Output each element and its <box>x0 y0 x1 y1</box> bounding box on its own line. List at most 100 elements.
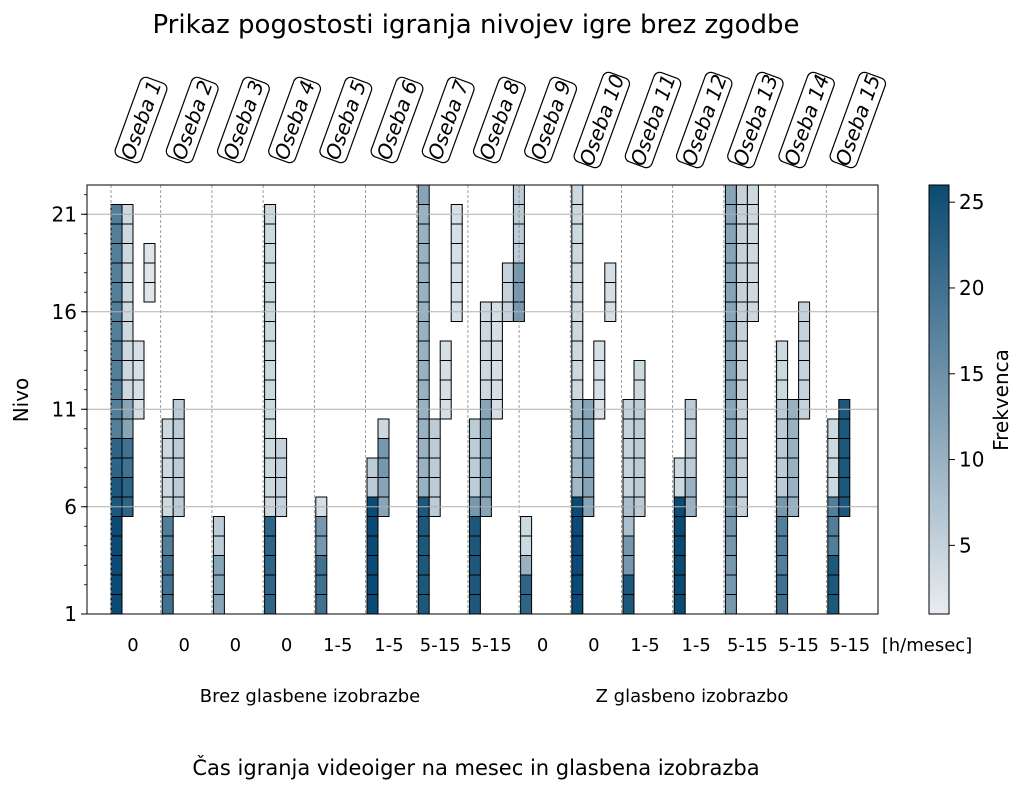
person-label-box <box>727 71 784 169</box>
person-label: Oseba 5 <box>319 76 373 164</box>
heatmap-cell <box>622 594 635 615</box>
heatmap-cell <box>724 516 737 537</box>
hours-label: 0 <box>127 635 138 656</box>
person-name: Oseba 3 <box>218 77 269 163</box>
heatmap-cell <box>161 594 174 615</box>
hours-label: 0 <box>281 635 292 656</box>
person-label: Oseba 15 <box>829 71 887 169</box>
heatmap-cell <box>264 594 277 615</box>
heatmap-cell <box>172 457 185 478</box>
group-label: Z glasbeno izobrazbo <box>596 686 789 707</box>
heatmap-cell <box>838 418 851 439</box>
heatmap-cell <box>776 379 789 400</box>
heatmap-cell <box>275 477 288 498</box>
person-label: Oseba 2 <box>165 76 219 164</box>
heatmap-cell <box>673 574 686 595</box>
heatmap-cell <box>735 184 748 205</box>
plot-frame <box>86 184 879 615</box>
heatmap-cell <box>735 438 748 459</box>
heatmap-cell <box>571 477 584 498</box>
heatmap-cell <box>633 477 646 498</box>
heatmap-cell <box>366 477 379 498</box>
person-label: Oseba 10 <box>573 71 631 169</box>
y-tick-label: 16 <box>52 300 77 324</box>
heatmap-cell <box>776 574 789 595</box>
heatmap-cell <box>724 594 737 615</box>
heatmap-cell <box>121 457 134 478</box>
heatmap-cell <box>490 379 503 400</box>
heatmap-cell <box>264 555 277 576</box>
heatmap-cell <box>479 321 492 342</box>
heatmap-cell <box>417 477 430 498</box>
heatmap-cell <box>417 360 430 381</box>
heatmap-cell <box>212 594 225 615</box>
heatmap-cell <box>110 477 123 498</box>
heatmap-cell <box>468 457 481 478</box>
heatmap-cell <box>827 535 840 556</box>
colorbar-tick-label: 20 <box>959 276 984 300</box>
person-label-box <box>624 71 682 169</box>
heatmap-cell <box>161 516 174 537</box>
heatmap-cell <box>746 184 759 205</box>
heatmap-cell <box>622 516 635 537</box>
heatmap-cell <box>110 555 123 576</box>
heatmap-cell <box>787 438 800 459</box>
heatmap-cell <box>673 477 686 498</box>
heatmap-cell <box>417 243 430 264</box>
person-label: Oseba 8 <box>472 76 526 164</box>
heatmap-cell <box>520 516 533 537</box>
heatmap-cell <box>827 418 840 439</box>
heatmap-cell <box>417 438 430 459</box>
heatmap-cell <box>571 516 584 537</box>
person-name: Oseba 4 <box>269 77 320 163</box>
heatmap-cell <box>275 438 288 459</box>
heatmap-cell <box>684 438 697 459</box>
colorbar: 5 10 15 20 25 <box>928 184 984 615</box>
heatmap-cell <box>724 438 737 459</box>
heatmap-cell <box>468 574 481 595</box>
grid-layer <box>87 185 878 614</box>
heatmap-cell <box>735 457 748 478</box>
heatmap-cell <box>622 574 635 595</box>
heatmap-cell <box>161 574 174 595</box>
heatmap-cell <box>172 418 185 439</box>
heatmap-cell <box>132 360 145 381</box>
colorbar-gradient <box>928 184 950 615</box>
heatmap-cell <box>622 438 635 459</box>
heatmap-cell <box>212 574 225 595</box>
heatmap-cell <box>724 535 737 556</box>
heatmap-cell <box>798 321 811 342</box>
heatmap-cell <box>417 262 430 283</box>
x-axis-label: Čas igranja videoiger na mesec in glasbe… <box>192 755 759 780</box>
heatmap-cell <box>428 457 441 478</box>
heatmap-cell <box>724 574 737 595</box>
person-name: Oseba 13 <box>728 71 783 169</box>
heatmap-cell <box>110 321 123 342</box>
heatmap-cell <box>633 418 646 439</box>
heatmap-cell <box>798 360 811 381</box>
heatmap-cell <box>827 555 840 576</box>
heatmap-cell <box>724 340 737 361</box>
heatmap-cell <box>121 340 134 361</box>
person-label-box <box>778 71 835 169</box>
colorbar-label: Frekvenca <box>989 349 1013 451</box>
heatmap-cell <box>366 457 379 478</box>
heatmap-cell <box>121 262 134 283</box>
heatmap-cell <box>121 438 134 459</box>
heatmap-cell <box>735 477 748 498</box>
heatmap-cell <box>622 555 635 576</box>
heatmap-cell <box>110 574 123 595</box>
heatmap-cell <box>633 457 646 478</box>
heatmap-cell <box>264 477 277 498</box>
heatmap-cell <box>161 418 174 439</box>
colorbar-tick-label: 15 <box>959 362 984 386</box>
heatmap-cell <box>735 379 748 400</box>
heatmap-cell <box>571 340 584 361</box>
heatmap-cell <box>315 574 328 595</box>
heatmap-cell <box>377 457 390 478</box>
heatmap-cell <box>724 243 737 264</box>
y-tick-label: 6 <box>64 495 77 519</box>
person-label-box <box>472 76 526 164</box>
heatmap-cell <box>366 535 379 556</box>
